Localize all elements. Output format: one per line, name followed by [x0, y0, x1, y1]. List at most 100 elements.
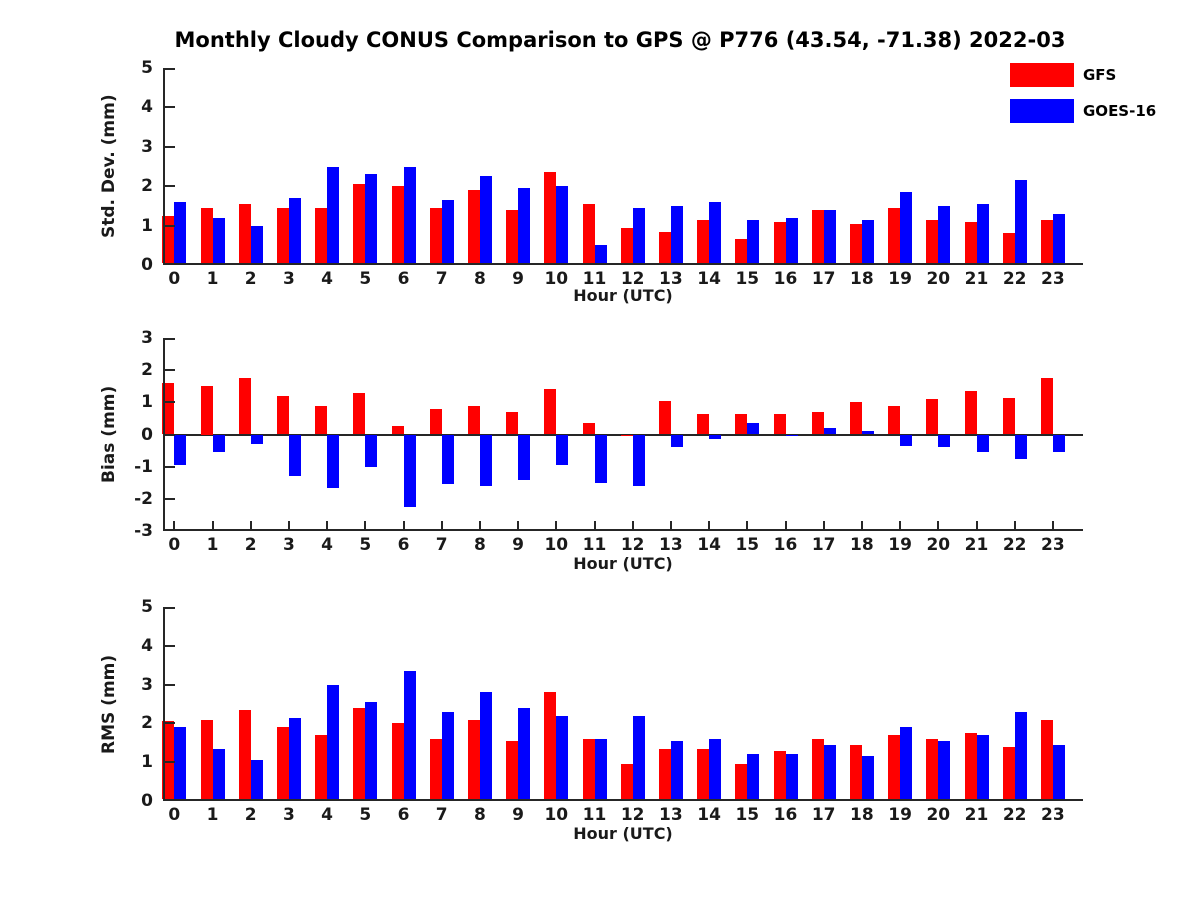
bias-bar-gfs-hour-19: [888, 405, 901, 435]
x-tick-label: 2: [244, 269, 257, 289]
x-tick-label: 8: [473, 269, 486, 289]
bias-bar-goes-16-hour-9: [518, 434, 531, 480]
y-tick-label: 3: [141, 328, 153, 348]
x-tick: [1051, 521, 1054, 529]
bias-bar-goes-16-hour-22: [1014, 434, 1027, 459]
rms-bar-goes-16-hour-9: [518, 707, 531, 799]
x-tick-label: 6: [397, 535, 410, 555]
rms-bar-goes-16-hour-6: [403, 671, 416, 799]
legend: GFS GOES-16: [1010, 63, 1156, 135]
x-tick-label: 12: [620, 805, 645, 825]
x-tick-label: 14: [697, 805, 721, 825]
x-tick-label: 4: [321, 535, 334, 555]
bias-bar-gfs-hour-3: [276, 395, 289, 435]
rms-bar-gfs-hour-20: [926, 738, 939, 799]
y-tick: [165, 607, 175, 609]
x-tick-label: 22: [1002, 535, 1027, 555]
std-dev-bar-gfs-hour-7: [429, 207, 442, 263]
x-tick: [669, 521, 672, 529]
bias-bar-gfs-hour-7: [429, 408, 442, 435]
x-tick: [822, 521, 825, 529]
std-dev-bar-goes-16-hour-4: [327, 166, 340, 263]
bias-bar-gfs-hour-12: [620, 434, 633, 437]
rms-bar-gfs-hour-5: [353, 707, 366, 799]
x-tick-label: 17: [811, 535, 836, 555]
y-tick-label: -1: [134, 456, 153, 477]
std-dev-bar-goes-16-hour-10: [556, 186, 569, 263]
std-dev-bar-gfs-hour-17: [811, 209, 824, 263]
x-axis: [163, 799, 1083, 801]
x-tick-label: 16: [773, 269, 798, 289]
rms-bar-goes-16-hour-0: [174, 727, 187, 799]
x-tick-label: 13: [659, 269, 683, 289]
rms-bar-goes-16-hour-13: [670, 740, 683, 799]
y-tick-label: 4: [141, 635, 153, 656]
x-tick-label: 13: [659, 535, 683, 555]
bias-bar-gfs-hour-6: [391, 426, 404, 435]
legend-entry-goes16: GOES-16: [1010, 99, 1156, 123]
bias-bar-gfs-hour-0: [162, 383, 175, 435]
y-tick-label: 2: [141, 713, 153, 734]
x-tick-label: 2: [244, 535, 257, 555]
bias-bar-goes-16-hour-15: [747, 423, 760, 435]
x-axis: [163, 263, 1083, 265]
x-tick: [937, 521, 940, 529]
x-tick-label: 13: [659, 805, 683, 825]
y-tick: [165, 683, 175, 686]
bias-bar-gfs-hour-5: [353, 392, 366, 435]
std-dev-bar-gfs-hour-3: [276, 207, 289, 263]
x-tick-label: 18: [850, 269, 874, 289]
rms-bar-goes-16-hour-4: [327, 684, 340, 799]
y-tick-label: 1: [141, 392, 153, 413]
x-tick: [708, 521, 711, 529]
y-tick-label: 0: [141, 791, 153, 811]
bias-bar-goes-16-hour-2: [250, 434, 263, 445]
x-tick-label: 7: [435, 535, 448, 555]
std-dev-bar-gfs-hour-2: [238, 203, 251, 263]
y-tick: [165, 799, 175, 801]
rms-bar-goes-16-hour-3: [288, 717, 301, 799]
std-dev-bar-gfs-hour-18: [849, 223, 862, 263]
std-dev-bar-goes-16-hour-2: [250, 225, 263, 263]
x-tick-label: 0: [168, 269, 181, 289]
bias-bar-gfs-hour-4: [315, 405, 328, 435]
std-dev-bar-gfs-hour-10: [544, 172, 557, 263]
bias-bar-goes-16-hour-19: [900, 434, 913, 446]
rms-bar-gfs-hour-14: [697, 748, 710, 799]
std-dev-bar-goes-16-hour-19: [900, 192, 913, 263]
rms-bar-goes-16-hour-21: [976, 735, 989, 799]
x-tick-label: 4: [321, 805, 334, 825]
x-tick-label: 23: [1041, 535, 1065, 555]
x-tick: [899, 521, 902, 529]
std-dev-bar-gfs-hour-6: [391, 186, 404, 263]
bias-bar-gfs-hour-2: [238, 378, 251, 435]
x-tick: [440, 521, 443, 529]
rms-bar-gfs-hour-15: [735, 764, 748, 799]
x-tick-label: 18: [850, 535, 874, 555]
legend-label-gfs: GFS: [1083, 66, 1117, 84]
rms-bar-goes-16-hour-23: [1052, 744, 1065, 799]
x-tick-label: 23: [1041, 269, 1065, 289]
x-tick-label: 10: [544, 805, 569, 825]
bias-x-axis-label: Hour (UTC): [573, 554, 673, 573]
std-dev-bar-gfs-hour-16: [773, 221, 786, 263]
std-dev-bar-gfs-hour-21: [964, 221, 977, 263]
legend-label-goes16: GOES-16: [1083, 102, 1157, 120]
x-tick-label: 0: [168, 805, 181, 825]
y-tick: [165, 644, 175, 647]
std-dev-bar-goes-16-hour-8: [479, 176, 492, 263]
legend-entry-gfs: GFS: [1010, 63, 1156, 87]
x-tick-label: 7: [435, 805, 448, 825]
x-tick-label: 16: [773, 535, 798, 555]
x-tick-label: 0: [168, 535, 181, 555]
rms-bar-gfs-hour-18: [849, 744, 862, 799]
std-dev-bar-gfs-hour-23: [1040, 219, 1053, 263]
x-tick-label: 19: [888, 535, 912, 555]
rms-bar-gfs-hour-3: [276, 727, 289, 799]
x-tick-label: 23: [1041, 805, 1065, 825]
x-tick-label: 2: [244, 805, 257, 825]
y-tick-label: 1: [141, 752, 153, 773]
legend-swatch-goes16: [1010, 99, 1074, 123]
x-tick-label: 20: [926, 805, 951, 825]
rms-bar-gfs-hour-21: [964, 733, 977, 799]
